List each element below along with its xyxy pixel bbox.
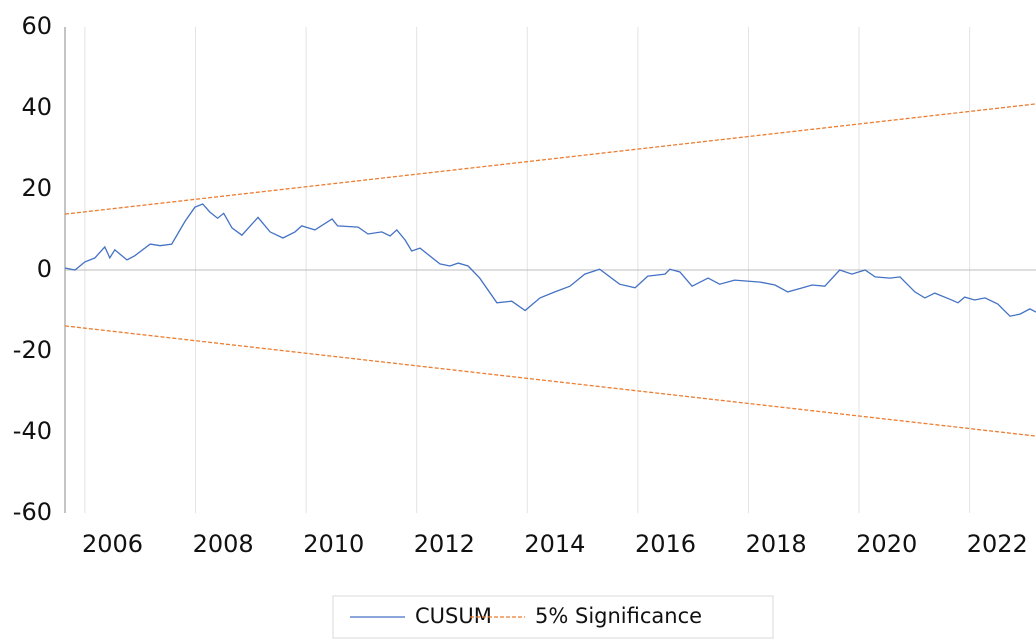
x-tick-label: 2022: [967, 530, 1028, 558]
x-tick-label: 2020: [856, 530, 917, 558]
legend-box: [332, 595, 774, 639]
y-tick-label: 20: [21, 174, 52, 202]
x-tick-label: 2006: [82, 530, 143, 558]
y-tick-label: -40: [13, 417, 52, 445]
x-tick-label: 2012: [414, 530, 475, 558]
x-tick-label: 2010: [303, 530, 364, 558]
legend-label: 5% Significance: [535, 604, 702, 628]
x-tick-label: 2008: [193, 530, 254, 558]
y-tick-label: 40: [21, 93, 52, 121]
y-tick-label: -60: [13, 498, 52, 526]
x-tick-label: 2016: [635, 530, 696, 558]
x-tick-label: 2014: [524, 530, 585, 558]
series-line: [64, 103, 1036, 215]
y-tick-label: 60: [21, 12, 52, 40]
legend-label: CUSUM: [415, 604, 492, 628]
series-line: [64, 203, 1036, 317]
y-tick-label: -20: [13, 336, 52, 364]
series-line: [64, 325, 1036, 437]
x-tick-label: 2018: [746, 530, 807, 558]
y-tick-label: 0: [37, 255, 52, 283]
